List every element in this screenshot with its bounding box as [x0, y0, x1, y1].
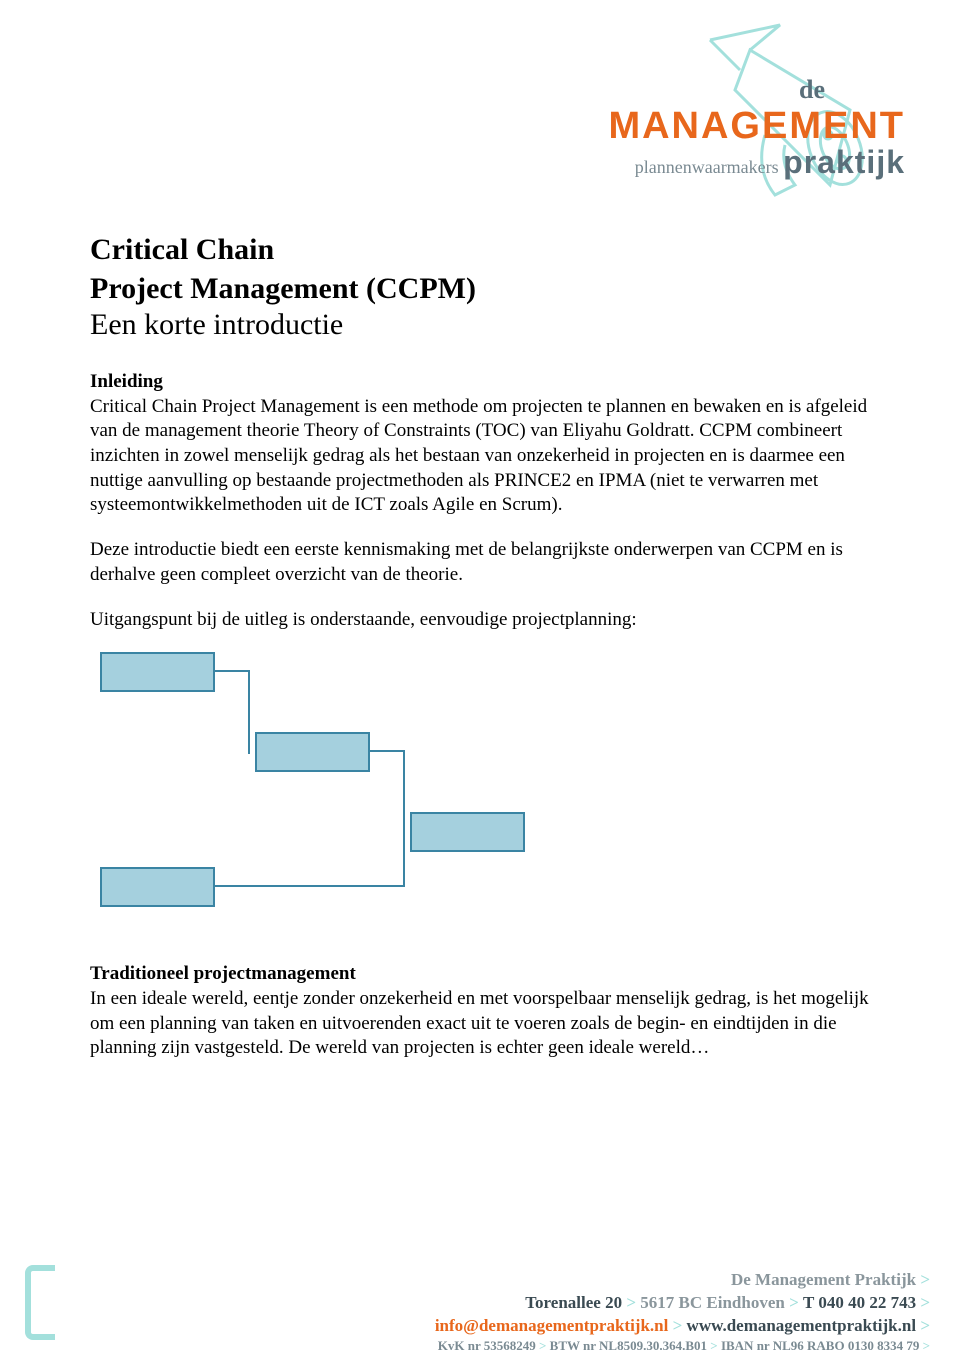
intro-paragraph-1: Inleiding Critical Chain Project Managem…: [90, 370, 870, 518]
title-line-1: Critical Chain: [90, 233, 274, 266]
footer-company: De Management Praktijk: [731, 1270, 916, 1289]
connector-line: [215, 670, 250, 672]
project-plan-diagram: [90, 652, 590, 912]
footer-kvk: KvK nr 53568249: [438, 1338, 536, 1353]
intro-paragraph-2: Deze introductie biedt een eerste kennis…: [90, 538, 870, 587]
footer-phone: 040 40 22 743: [818, 1293, 916, 1312]
footer-sep: >: [920, 1293, 930, 1312]
footer-sep: >: [920, 1316, 930, 1335]
footer-bracket-icon: [25, 1265, 55, 1340]
footer-sep: >: [789, 1293, 799, 1312]
footer-email: info@demanagementpraktijk.nl: [435, 1316, 669, 1335]
footer-street: Torenallee 20: [525, 1293, 622, 1312]
connector-line: [403, 832, 405, 887]
page-content: Critical Chain Project Management (CCPM)…: [0, 0, 960, 1061]
task-box: [255, 732, 370, 772]
intro-text-1: Critical Chain Project Management is een…: [90, 396, 867, 516]
task-box: [410, 812, 525, 852]
page-subtitle: Een korte introductie: [90, 308, 870, 342]
section-heading-traditioneel: Traditioneel projectmanagement: [90, 963, 356, 984]
connector-line: [248, 670, 250, 754]
section2-text: In een ideale wereld, eentje zonder onze…: [90, 988, 869, 1058]
page-footer: De Management Praktijk > Torenallee 20 >…: [0, 1255, 960, 1355]
footer-web: www.demanagementpraktijk.nl: [687, 1316, 917, 1335]
task-box: [100, 652, 215, 692]
footer-btw: BTW nr NL8509.30.364.B01: [550, 1338, 707, 1353]
title-line-2: Project Management (CCPM): [90, 272, 476, 305]
footer-sep: >: [539, 1338, 546, 1353]
footer-iban: IBAN nr NL96 RABO 0130 8334 79: [721, 1338, 919, 1353]
connector-line: [403, 750, 405, 834]
task-box: [100, 867, 215, 907]
intro-paragraph-3: Uitgangspunt bij de uitleg is onderstaan…: [90, 608, 870, 633]
footer-sep: >: [920, 1270, 930, 1289]
page-title: Critical Chain Project Management (CCPM): [90, 230, 870, 308]
section-heading-inleiding: Inleiding: [90, 371, 163, 392]
footer-phone-label: T: [803, 1293, 814, 1312]
connector-line: [215, 885, 405, 887]
footer-sep: >: [923, 1338, 930, 1353]
footer-sep: >: [673, 1316, 683, 1335]
footer-city: 5617 BC Eindhoven: [640, 1293, 785, 1312]
section2-paragraph: Traditioneel projectmanagement In een id…: [90, 962, 870, 1061]
footer-sep: >: [626, 1293, 636, 1312]
connector-line: [370, 750, 405, 752]
footer-sep: >: [710, 1338, 717, 1353]
